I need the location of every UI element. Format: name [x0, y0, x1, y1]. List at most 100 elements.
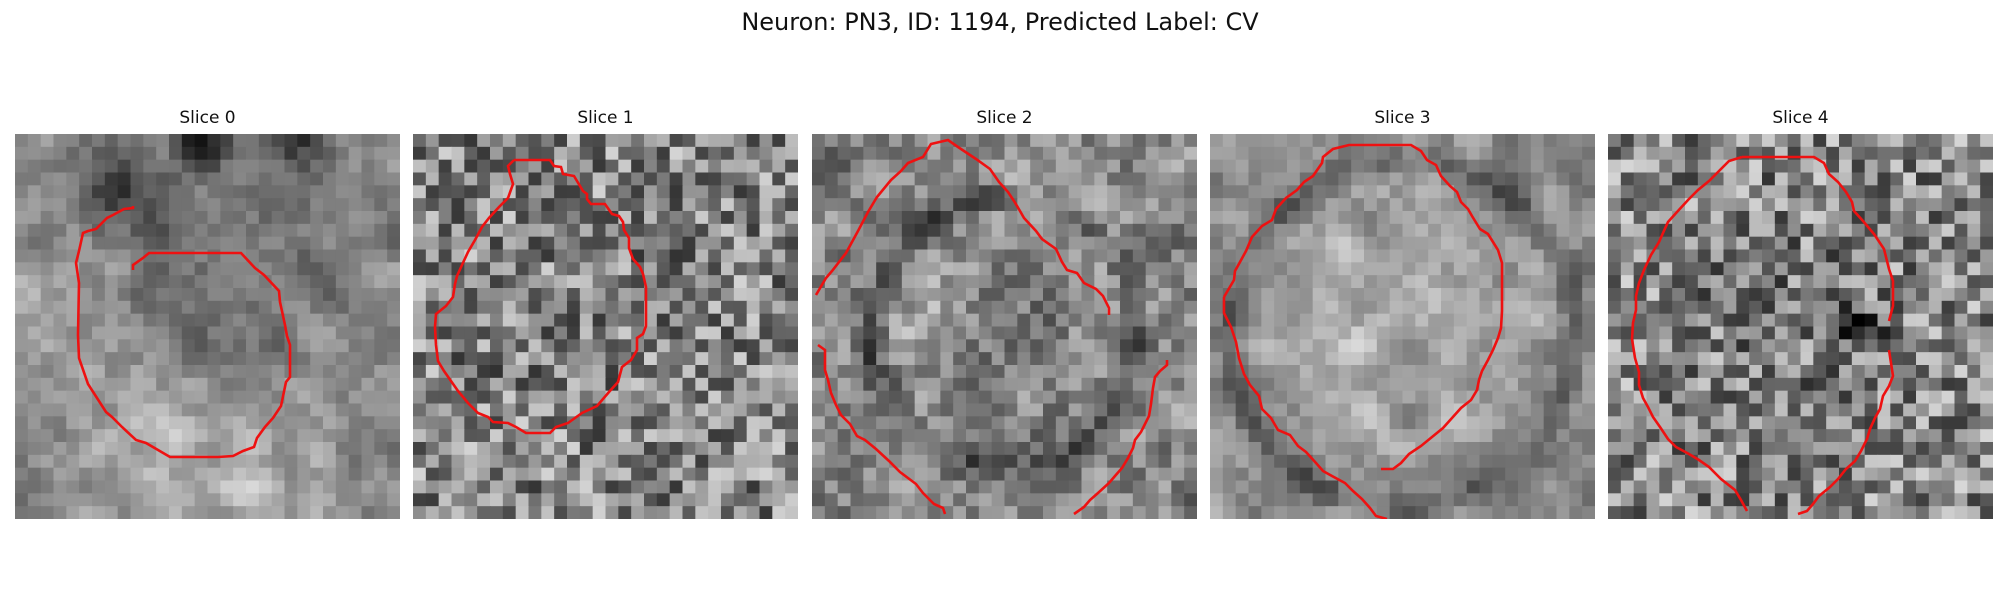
image-pixel: [889, 134, 903, 148]
image-pixel: [682, 172, 696, 186]
image-pixel: [1556, 493, 1570, 507]
image-pixel: [1556, 454, 1570, 469]
image-pixel: [323, 275, 337, 289]
image-pixel: [27, 146, 42, 161]
image-pixel: [1890, 429, 1904, 443]
image-pixel: [1530, 326, 1545, 340]
image-pixel: [978, 262, 993, 276]
image-pixel: [1608, 352, 1622, 366]
image-pixel: [156, 403, 170, 417]
image-pixel: [554, 236, 568, 251]
image-pixel: [53, 313, 67, 328]
image-pixel: [695, 442, 709, 456]
image-pixel: [1543, 236, 1558, 251]
image-pixel: [1646, 275, 1660, 289]
image-pixel: [387, 506, 400, 519]
image-pixel: [1441, 288, 1455, 302]
image-pixel: [361, 223, 375, 238]
image-pixel: [1055, 454, 1070, 469]
image-pixel: [1094, 506, 1108, 519]
image-pixel: [323, 172, 337, 186]
image-pixel: [1287, 480, 1301, 494]
image-pixel: [323, 288, 337, 302]
image-pixel: [1094, 211, 1108, 225]
image-pixel: [644, 211, 658, 225]
image-pixel: [1530, 198, 1545, 212]
image-pixel: [425, 134, 440, 148]
image-pixel: [1954, 198, 1968, 212]
image-pixel: [695, 506, 709, 519]
image-pixel: [850, 442, 864, 456]
image-pixel: [1287, 172, 1301, 186]
image-pixel: [1453, 223, 1468, 238]
image-pixel: [1287, 365, 1301, 379]
image-pixel: [1453, 159, 1468, 174]
image-pixel: [117, 365, 132, 379]
image-pixel: [1967, 390, 1981, 405]
image-pixel: [876, 300, 890, 315]
image-pixel: [759, 326, 773, 340]
image-pixel: [1774, 352, 1789, 366]
image-pixel: [695, 416, 709, 430]
image-pixel: [1530, 146, 1545, 161]
image-pixel: [1402, 454, 1416, 469]
image-pixel: [1774, 223, 1789, 238]
image-pixel: [991, 416, 1006, 430]
image-pixel: [1954, 185, 1968, 199]
image-pixel: [258, 134, 273, 148]
image-pixel: [1081, 288, 1095, 302]
image-pixel: [605, 377, 619, 392]
image-pixel: [927, 442, 941, 456]
image-pixel: [1274, 172, 1288, 186]
image-pixel: [1299, 377, 1314, 392]
image-pixel: [130, 236, 144, 251]
image-pixel: [1364, 429, 1378, 443]
image-pixel: [1877, 159, 1891, 174]
image-pixel: [1672, 146, 1686, 161]
image-pixel: [1774, 377, 1789, 392]
image-pixel: [1351, 339, 1365, 353]
image-pixel: [592, 275, 607, 289]
image-pixel: [592, 326, 607, 340]
image-pixel: [850, 198, 864, 212]
image-pixel: [708, 326, 722, 340]
image-pixel: [1017, 236, 1031, 251]
image-pixel: [1030, 416, 1044, 430]
image-pixel: [1839, 275, 1853, 289]
image-pixel: [1620, 288, 1635, 302]
image-pixel: [1749, 223, 1763, 238]
image-pixel: [1235, 454, 1250, 469]
image-pixel: [1402, 390, 1416, 405]
image-pixel: [1030, 211, 1044, 225]
image-pixel: [1697, 300, 1712, 315]
image-pixel: [15, 365, 29, 379]
image-pixel: [1697, 390, 1712, 405]
image-pixel: [746, 211, 761, 225]
image-pixel: [1376, 506, 1391, 519]
image-pixel: [812, 352, 826, 366]
image-pixel: [1710, 365, 1725, 379]
image-pixel: [1967, 416, 1981, 430]
image-pixel: [66, 377, 80, 392]
image-pixel: [1556, 480, 1570, 494]
image-pixel: [644, 480, 658, 494]
image-pixel: [592, 300, 607, 315]
image-pixel: [1890, 134, 1904, 148]
image-pixel: [1351, 288, 1365, 302]
image-pixel: [1299, 223, 1314, 238]
image-pixel: [669, 198, 684, 212]
image-pixel: [1120, 134, 1134, 148]
image-pixel: [143, 198, 157, 212]
image-pixel: [746, 300, 761, 315]
image-pixel: [1299, 467, 1314, 482]
image-pixel: [1556, 326, 1570, 340]
image-pixel: [1441, 365, 1455, 379]
image-pixel: [1633, 223, 1648, 238]
image-pixel: [1338, 480, 1352, 494]
image-pixel: [79, 390, 93, 405]
image-pixel: [1762, 211, 1776, 225]
image-pixel: [1569, 185, 1583, 199]
image-pixel: [1685, 249, 1699, 263]
image-pixel: [953, 275, 967, 289]
image-pixel: [1043, 339, 1057, 353]
